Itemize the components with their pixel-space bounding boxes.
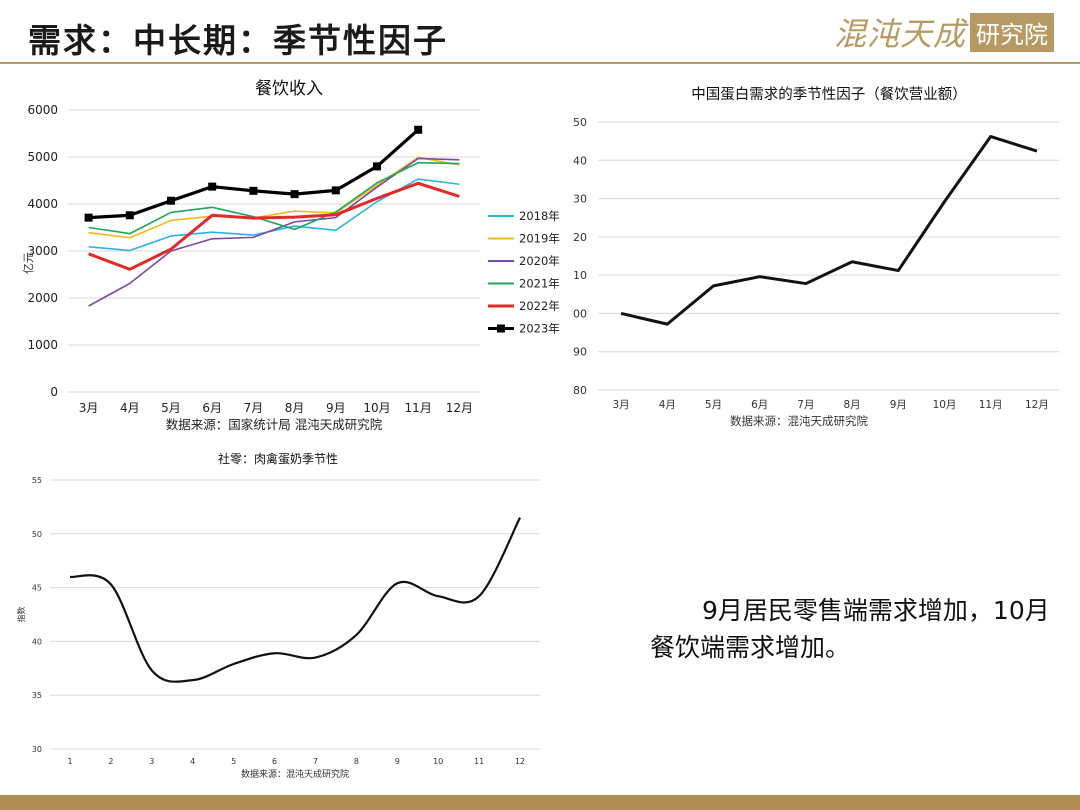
data-point-marker bbox=[290, 190, 299, 199]
legend-label: 2023年 bbox=[519, 322, 560, 336]
y-tick-label: 2000 bbox=[27, 291, 58, 305]
y-tick-label: 1000 bbox=[27, 338, 58, 352]
page-title: 需求：中长期：季节性因子 bbox=[28, 21, 448, 60]
series-line-2019年 bbox=[88, 156, 460, 239]
x-tick-label: 12 bbox=[515, 757, 525, 766]
x-tick-label: 4月 bbox=[659, 399, 676, 411]
logo-seal: 研究院 bbox=[970, 12, 1054, 52]
legend-marker bbox=[497, 324, 505, 333]
legend-label: 2018年 bbox=[519, 209, 560, 223]
x-tick-label: 5月 bbox=[161, 401, 181, 415]
x-tick-label: 5 bbox=[231, 757, 236, 766]
y-tick-label: 45 bbox=[32, 584, 42, 593]
data-point-marker bbox=[208, 182, 217, 191]
catering-revenue-svg: 餐饮收入 0 1000 2000 3000 4000 5000 6000 亿元 3月 4月 5月 6月 7… bbox=[22, 79, 560, 432]
data-point-marker bbox=[414, 125, 423, 134]
y-tick-label: 90 bbox=[573, 346, 587, 359]
y-tick-label: 35 bbox=[32, 691, 42, 700]
x-tick-label: 7 bbox=[313, 757, 318, 766]
x-tick-label: 10月 bbox=[363, 401, 390, 415]
y-tick-label: 50 bbox=[573, 116, 587, 129]
x-tick-label: 4月 bbox=[120, 401, 140, 415]
data-point-marker bbox=[331, 186, 340, 195]
x-tick-label: 11 bbox=[474, 757, 484, 766]
x-tick-label: 2 bbox=[108, 757, 113, 766]
legend-label: 2020年 bbox=[519, 254, 560, 268]
x-tick-label: 8月 bbox=[285, 401, 305, 415]
protein-demand-svg: 中国蛋白需求的季节性因子（餐饮营业额） 50 40 30 20 10 00 90 80 3月 4月 5… bbox=[573, 86, 1060, 428]
logo-text: 混沌天成 bbox=[833, 15, 966, 53]
x-tick-label: 7月 bbox=[244, 401, 264, 415]
data-point-marker bbox=[249, 186, 258, 195]
legend-label: 2021年 bbox=[519, 277, 560, 291]
x-tick-label: 12月 bbox=[446, 401, 473, 415]
y-tick-label: 55 bbox=[32, 476, 42, 485]
data-point-marker bbox=[84, 213, 93, 222]
header-divider bbox=[0, 62, 1080, 64]
x-tick-label: 6月 bbox=[202, 401, 222, 415]
x-tick-label: 3 bbox=[149, 757, 154, 766]
brand-logo: 混沌天成 研究院 bbox=[833, 12, 1054, 53]
y-tick-label: 40 bbox=[573, 154, 587, 167]
y-tick-label: 20 bbox=[573, 231, 587, 244]
chart-title: 中国蛋白需求的季节性因子（餐饮营业额） bbox=[691, 86, 967, 103]
data-point-marker bbox=[373, 162, 381, 171]
legend-label: 2022年 bbox=[519, 299, 560, 313]
series-line bbox=[620, 135, 1038, 326]
x-tick-label: 11月 bbox=[979, 399, 1003, 411]
legend-label: 2019年 bbox=[519, 232, 560, 246]
x-tick-label: 6月 bbox=[751, 399, 768, 411]
x-tick-label: 8 bbox=[354, 757, 359, 766]
retail-meat-seasonal-chart: 社零：肉禽蛋奶季节性 30 35 40 45 50 55 指数 1 2 3 4 5 6 7 8 9 10 11 12 数… bbox=[10, 445, 555, 790]
data-point-marker bbox=[125, 211, 134, 220]
data-point-marker bbox=[167, 196, 175, 205]
y-axis-label: 亿元 bbox=[22, 252, 35, 274]
x-tick-label: 1 bbox=[67, 757, 72, 766]
x-tick-label: 7月 bbox=[797, 399, 814, 411]
y-tick-label: 4000 bbox=[27, 197, 58, 211]
x-tick-label: 10 bbox=[433, 757, 443, 766]
x-tick-label: 8月 bbox=[844, 399, 861, 411]
x-tick-label: 5月 bbox=[705, 399, 722, 411]
x-tick-label: 4 bbox=[190, 757, 195, 766]
protein-demand-seasonal-chart: 中国蛋白需求的季节性因子（餐饮营业额） 50 40 30 20 10 00 90 80 3月 4月 5… bbox=[570, 78, 1070, 438]
y-tick-label: 30 bbox=[573, 193, 587, 206]
x-tick-label: 6 bbox=[272, 757, 277, 766]
y-tick-label: 80 bbox=[573, 384, 587, 397]
chart-title: 社零：肉禽蛋奶季节性 bbox=[218, 451, 338, 466]
y-tick-label: 40 bbox=[32, 637, 42, 646]
series-line-2021年 bbox=[88, 161, 460, 235]
y-tick-label: 5000 bbox=[27, 150, 58, 164]
series-line bbox=[69, 517, 521, 683]
y-tick-label: 50 bbox=[32, 530, 42, 539]
footer-bar bbox=[0, 795, 1080, 810]
x-tick-label: 12月 bbox=[1025, 399, 1049, 411]
chart-source: 数据来源：混沌天成研究院 bbox=[241, 768, 349, 780]
x-tick-label: 9 bbox=[395, 757, 400, 766]
catering-revenue-chart: 餐饮收入 0 1000 2000 3000 4000 5000 6000 亿元 3月 4月 5月 6月 7… bbox=[10, 70, 570, 440]
y-tick-label: 10 bbox=[573, 269, 587, 282]
summary-note: 9月居民零售端需求增加，10月餐饮端需求增加。 bbox=[650, 596, 1050, 662]
y-tick-label: 00 bbox=[573, 307, 587, 320]
x-tick-label: 3月 bbox=[613, 399, 630, 411]
x-tick-label: 3月 bbox=[79, 401, 99, 415]
y-tick-label: 0 bbox=[50, 385, 58, 399]
y-axis-label: 指数 bbox=[16, 607, 26, 623]
chart-title: 餐饮收入 bbox=[255, 79, 323, 99]
y-tick-label: 3000 bbox=[27, 244, 58, 258]
x-tick-label: 9月 bbox=[326, 401, 346, 415]
y-tick-label: 30 bbox=[32, 745, 42, 754]
y-tick-label: 6000 bbox=[27, 103, 58, 117]
x-tick-label: 9月 bbox=[890, 399, 907, 411]
x-tick-label: 11月 bbox=[405, 401, 432, 415]
chart-source: 数据来源：混沌天成研究院 bbox=[730, 414, 868, 428]
x-tick-label: 10月 bbox=[933, 399, 957, 411]
header: 需求：中长期：季节性因子 混沌天成 研究院 bbox=[0, 0, 1080, 64]
chart-source: 数据来源：国家统计局 混沌天成研究院 bbox=[166, 417, 383, 432]
series-line-2022年 bbox=[88, 181, 460, 271]
